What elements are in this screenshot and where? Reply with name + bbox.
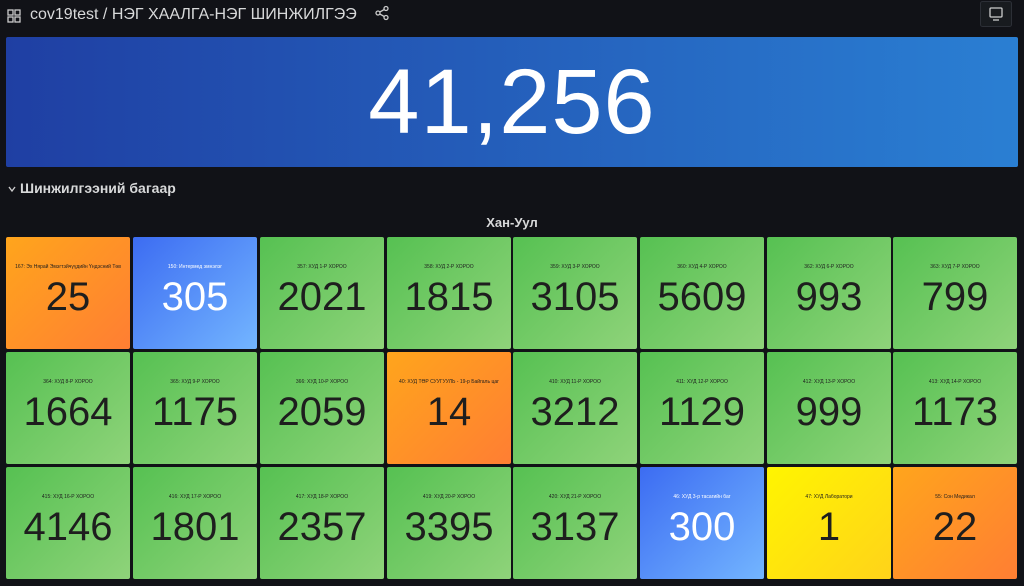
tile-label: 47: ХУД Лаборатори: [805, 494, 853, 500]
stat-tile: 364: ХУД 8-Р ХОРОО 1664: [6, 352, 130, 464]
tile-label: 413: ХУД 14-Р ХОРОО: [928, 379, 982, 385]
stat-tile: 46: ХУД 3-р тасагийн баг 300: [640, 467, 764, 579]
stat-tile: 359: ХУД 3-Р ХОРОО 3105: [513, 237, 637, 349]
tile-label: 46: ХУД 3-р тасагийн баг: [673, 494, 731, 500]
tile-value: 3137: [530, 505, 620, 549]
stat-tile: 55: Сон Медикал 22: [893, 467, 1017, 579]
stat-tile: 420: ХУД 21-Р ХОРОО 3137: [513, 467, 637, 579]
tile-value: 799: [921, 275, 989, 319]
stat-tile: 362: ХУД 6-Р ХОРОО 993: [767, 237, 891, 349]
total-stat-panel: 41,256: [6, 37, 1018, 167]
tile-value: 22: [932, 505, 978, 549]
tile-value: 1129: [658, 390, 745, 434]
stat-tile: 417: ХУД 18-Р ХОРОО 2357: [260, 467, 384, 579]
tile-value: 14: [426, 390, 472, 434]
stat-tile: 419: ХУД 20-Р ХОРОО 3395: [387, 467, 511, 579]
tile-value: 2357: [277, 505, 367, 549]
stat-tile: 416: ХУД 17-Р ХОРОО 1801: [133, 467, 257, 579]
tile-label: 365: ХУД 9-Р ХОРОО: [170, 379, 220, 385]
tile-label: 416: ХУД 17-Р ХОРОО: [168, 494, 222, 500]
tile-value: 999: [795, 390, 863, 434]
collapse-icon: [8, 186, 16, 193]
stat-tile: 357: ХУД 1-Р ХОРОО 2021: [260, 237, 384, 349]
tile-label: 417: ХУД 18-Р ХОРОО: [295, 494, 349, 500]
tile-label: 55: Сон Медикал: [935, 494, 975, 500]
tile-value: 1: [817, 505, 841, 549]
stat-tile: 410: ХУД 11-Р ХОРОО 3212: [513, 352, 637, 464]
tile-value: 5609: [657, 275, 747, 319]
tile-label: 357: ХУД 1-Р ХОРОО: [297, 264, 347, 270]
stat-tile: 150: Интермед эмнэлэг 305: [133, 237, 257, 349]
stat-tile: 40: ХУД ТӨР СУУГУУЛЬ - 19-р Байгаль цаг 1…: [387, 352, 511, 464]
tile-value: 1664: [23, 390, 113, 434]
tile-value: 1175: [151, 390, 238, 434]
tile-label: 364: ХУД 8-Р ХОРОО: [43, 379, 93, 385]
tile-label: 415: ХУД 16-Р ХОРОО: [41, 494, 95, 500]
tile-label: 411: ХУД 12-Р ХОРОО: [676, 379, 728, 385]
tile-value: 3212: [530, 390, 620, 434]
stat-tile: 412: ХУД 13-Р ХОРОО 999: [767, 352, 891, 464]
tile-value: 3105: [530, 275, 620, 319]
stat-tile: 415: ХУД 16-Р ХОРОО 4146: [6, 467, 130, 579]
tile-value: 3395: [404, 505, 494, 549]
tile-value: 1801: [150, 505, 240, 549]
stat-tile: 360: ХУД 4-Р ХОРОО 5609: [640, 237, 764, 349]
tile-label: 150: Интермед эмнэлэг: [167, 264, 223, 270]
tile-value: 1173: [911, 390, 998, 434]
tile-label: 362: ХУД 6-Р ХОРОО: [804, 264, 854, 270]
stat-tile: 366: ХУД 10-Р ХОРОО 2059: [260, 352, 384, 464]
tile-value: 4146: [23, 505, 113, 549]
stat-tile: 411: ХУД 12-Р ХОРОО 1129: [640, 352, 764, 464]
stat-tile: 47: ХУД Лаборатори 1: [767, 467, 891, 579]
panel-title: Хан-Уул: [486, 215, 538, 230]
apps-icon[interactable]: [7, 9, 21, 23]
tile-label: 360: ХУД 4-Р ХОРОО: [677, 264, 727, 270]
share-icon[interactable]: [374, 5, 390, 21]
tile-label: 412: ХУД 13-Р ХОРОО: [802, 379, 856, 385]
total-value: 41,256: [368, 50, 656, 153]
dashboard-title[interactable]: cov19test / НЭГ ХААЛГА-НЭГ ШИНЖИЛГЭЭ: [30, 6, 357, 23]
tile-value: 2021: [277, 275, 367, 319]
tile-label: 410: ХУД 11-Р ХОРОО: [549, 379, 601, 385]
tile-label: 419: ХУД 20-Р ХОРОО: [422, 494, 476, 500]
tile-label: 420: ХУД 21-Р ХОРОО: [548, 494, 602, 500]
row-header[interactable]: Шинжилгээний багаар: [8, 180, 176, 196]
tile-value: 1815: [404, 275, 494, 319]
row-title: Шинжилгээний багаар: [20, 180, 176, 196]
tile-value: 305: [161, 275, 229, 319]
stat-tile: 167: Эх Нярай Эмэгтэйчүүдийн Үндэсний Тө…: [6, 237, 130, 349]
tile-label: 366: ХУД 10-Р ХОРОО: [295, 379, 349, 385]
tv-mode-button[interactable]: [980, 1, 1012, 27]
stat-tile: 358: ХУД 2-Р ХОРОО 1815: [387, 237, 511, 349]
tile-value: 993: [795, 275, 863, 319]
tile-label: 359: ХУД 3-Р ХОРОО: [550, 264, 600, 270]
tile-value: 300: [668, 505, 736, 549]
tile-label: 363: ХУД 7-Р ХОРОО: [930, 264, 980, 270]
tile-value: 25: [45, 275, 91, 319]
tile-label: 167: Эх Нярай Эмэгтэйчүүдийн Үндэсний Тө…: [15, 264, 121, 270]
tile-label: 40: ХУД ТӨР СУУГУУЛЬ - 19-р Байгаль цаг: [399, 379, 499, 385]
stat-tile: 365: ХУД 9-Р ХОРОО 1175: [133, 352, 257, 464]
stat-tile: 363: ХУД 7-Р ХОРОО 799: [893, 237, 1017, 349]
tile-label: 358: ХУД 2-Р ХОРОО: [424, 264, 474, 270]
tile-value: 2059: [277, 390, 367, 434]
stat-tile: 413: ХУД 14-Р ХОРОО 1173: [893, 352, 1017, 464]
top-bar: cov19test / НЭГ ХААЛГА-НЭГ ШИНЖИЛГЭЭ: [0, 0, 1024, 33]
